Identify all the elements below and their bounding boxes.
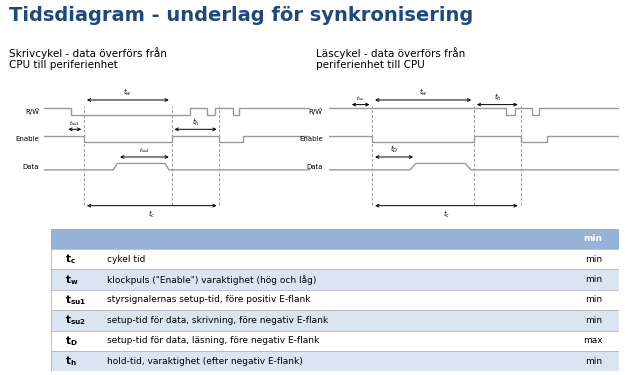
Text: min: min — [585, 275, 602, 284]
Text: $\mathbf{t_w}$: $\mathbf{t_w}$ — [64, 273, 78, 286]
Bar — [51, 351, 619, 371]
Bar — [51, 229, 619, 249]
Bar — [51, 290, 619, 310]
Bar — [51, 270, 619, 290]
Text: styrsignalernas setup-tid, före positiv E-flank: styrsignalernas setup-tid, före positiv … — [107, 296, 311, 304]
Text: $\mathbf{t_h}$: $\mathbf{t_h}$ — [64, 354, 76, 368]
Text: $t_c$: $t_c$ — [148, 209, 155, 220]
Text: $\mathbf{t_c}$: $\mathbf{t_c}$ — [64, 252, 76, 266]
Bar — [51, 330, 619, 351]
Text: R/W̄: R/W̄ — [25, 108, 39, 115]
Text: setup-tid för data, skrivning, före negativ E-flank: setup-tid för data, skrivning, före nega… — [107, 316, 329, 325]
Text: Skrivcykel - data överförs från
CPU till periferienhet: Skrivcykel - data överförs från CPU till… — [9, 47, 167, 70]
Text: $t_{su2}$: $t_{su2}$ — [139, 147, 150, 155]
Text: $\mathbf{t_{su2}}$: $\mathbf{t_{su2}}$ — [64, 314, 86, 327]
Text: hold-tid, varaktighet (efter negativ E-flank): hold-tid, varaktighet (efter negativ E-f… — [107, 357, 303, 366]
Text: setup-tid för data, läsning, före negativ E-flank: setup-tid för data, läsning, före negati… — [107, 336, 320, 345]
Text: klockpuls ("Enable") varaktighet (hög och låg): klockpuls ("Enable") varaktighet (hög oc… — [107, 275, 317, 285]
Text: $t_w$: $t_w$ — [419, 87, 427, 98]
Text: $t_w$: $t_w$ — [123, 87, 132, 98]
Bar — [51, 249, 619, 270]
Text: $\mathbf{t_{su1}}$: $\mathbf{t_{su1}}$ — [64, 293, 86, 307]
Text: max: max — [583, 336, 602, 345]
Text: min: min — [585, 296, 602, 304]
Text: $t_c$: $t_c$ — [442, 209, 450, 220]
Text: Enable: Enable — [299, 136, 323, 142]
Bar — [51, 310, 619, 330]
Text: cykel tid: cykel tid — [107, 255, 146, 264]
Text: min: min — [583, 234, 602, 243]
Text: $t_h$: $t_h$ — [494, 92, 501, 103]
Text: $t_D$: $t_D$ — [390, 144, 398, 155]
Text: Enable: Enable — [15, 136, 39, 142]
Text: $t_{su1}$: $t_{su1}$ — [70, 119, 80, 128]
Text: Data: Data — [307, 164, 323, 170]
Text: Läscykel - data överförs från
periferienhet till CPU: Läscykel - data överförs från periferien… — [316, 47, 465, 70]
Text: R/W̄: R/W̄ — [309, 108, 323, 115]
Text: $\mathbf{t_D}$: $\mathbf{t_D}$ — [64, 334, 78, 348]
Text: Tidsdiagram - underlag för synkronisering: Tidsdiagram - underlag för synkroniserin… — [9, 6, 474, 25]
Text: min: min — [585, 316, 602, 325]
Text: $t_{su}$: $t_{su}$ — [356, 94, 365, 103]
Text: min: min — [585, 255, 602, 264]
Text: Data: Data — [22, 164, 39, 170]
Text: min: min — [585, 357, 602, 366]
Text: $t_h$: $t_h$ — [191, 117, 199, 128]
